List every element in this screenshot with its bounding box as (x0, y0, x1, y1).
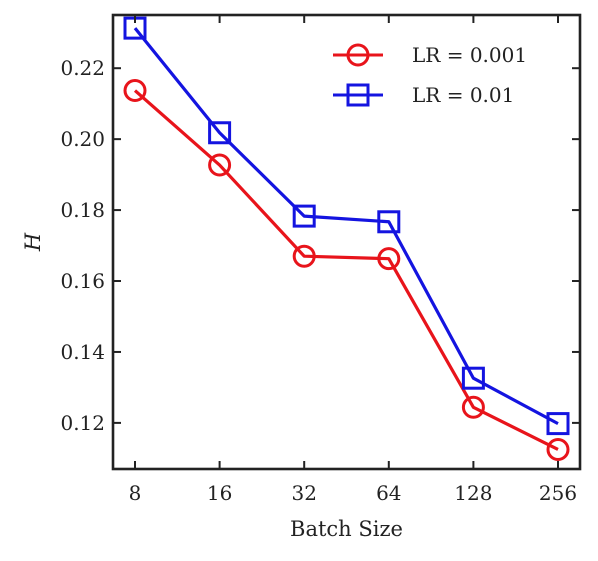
y-tick-label: 0.16 (60, 269, 105, 293)
data-point-circle (123, 79, 147, 103)
legend-label-lr-0-001: LR = 0.001 (412, 43, 527, 67)
data-point-square (546, 412, 570, 436)
y-axis-label: H (21, 232, 45, 252)
y-tick-label: 0.14 (60, 340, 105, 364)
data-point-square (461, 366, 485, 390)
legend-label-lr-0-01: LR = 0.01 (412, 83, 514, 107)
y-tick-label: 0.22 (60, 56, 105, 80)
x-tick-label: 16 (207, 481, 232, 505)
data-point-circle (377, 247, 401, 271)
series-line-1 (133, 27, 559, 426)
x-axis-label: Batch Size (290, 517, 403, 541)
data-point-circle (292, 244, 316, 268)
legend-entry-lr-0-01: LR = 0.01 (333, 83, 514, 107)
plot-frame (111, 13, 582, 471)
y-axis-ticks: 0.12 0.14 0.16 0.18 0.20 0.22 (60, 56, 580, 435)
legend-marker-circle (346, 43, 370, 67)
x-tick-label: 256 (539, 481, 577, 505)
series-line-0 (133, 89, 559, 451)
data-point-square (292, 204, 316, 228)
y-tick-label: 0.18 (60, 198, 105, 222)
data-point-circle (461, 395, 485, 419)
x-tick-label: 32 (291, 481, 316, 505)
data-point-circle (208, 153, 232, 177)
data-point-square (208, 121, 232, 145)
x-axis-ticks: 8 16 32 64 128 256 (129, 15, 577, 505)
x-tick-label: 64 (376, 481, 401, 505)
legend-marker-square (346, 83, 370, 107)
x-tick-label: 128 (454, 481, 492, 505)
data-point-circle (546, 437, 570, 461)
legend-entry-lr-0-001: LR = 0.001 (333, 43, 527, 67)
y-tick-label: 0.20 (60, 127, 105, 151)
y-tick-label: 0.12 (60, 411, 105, 435)
data-point-square (377, 210, 401, 234)
x-tick-label: 8 (129, 481, 142, 505)
legend: LR = 0.001 LR = 0.01 (333, 43, 527, 107)
